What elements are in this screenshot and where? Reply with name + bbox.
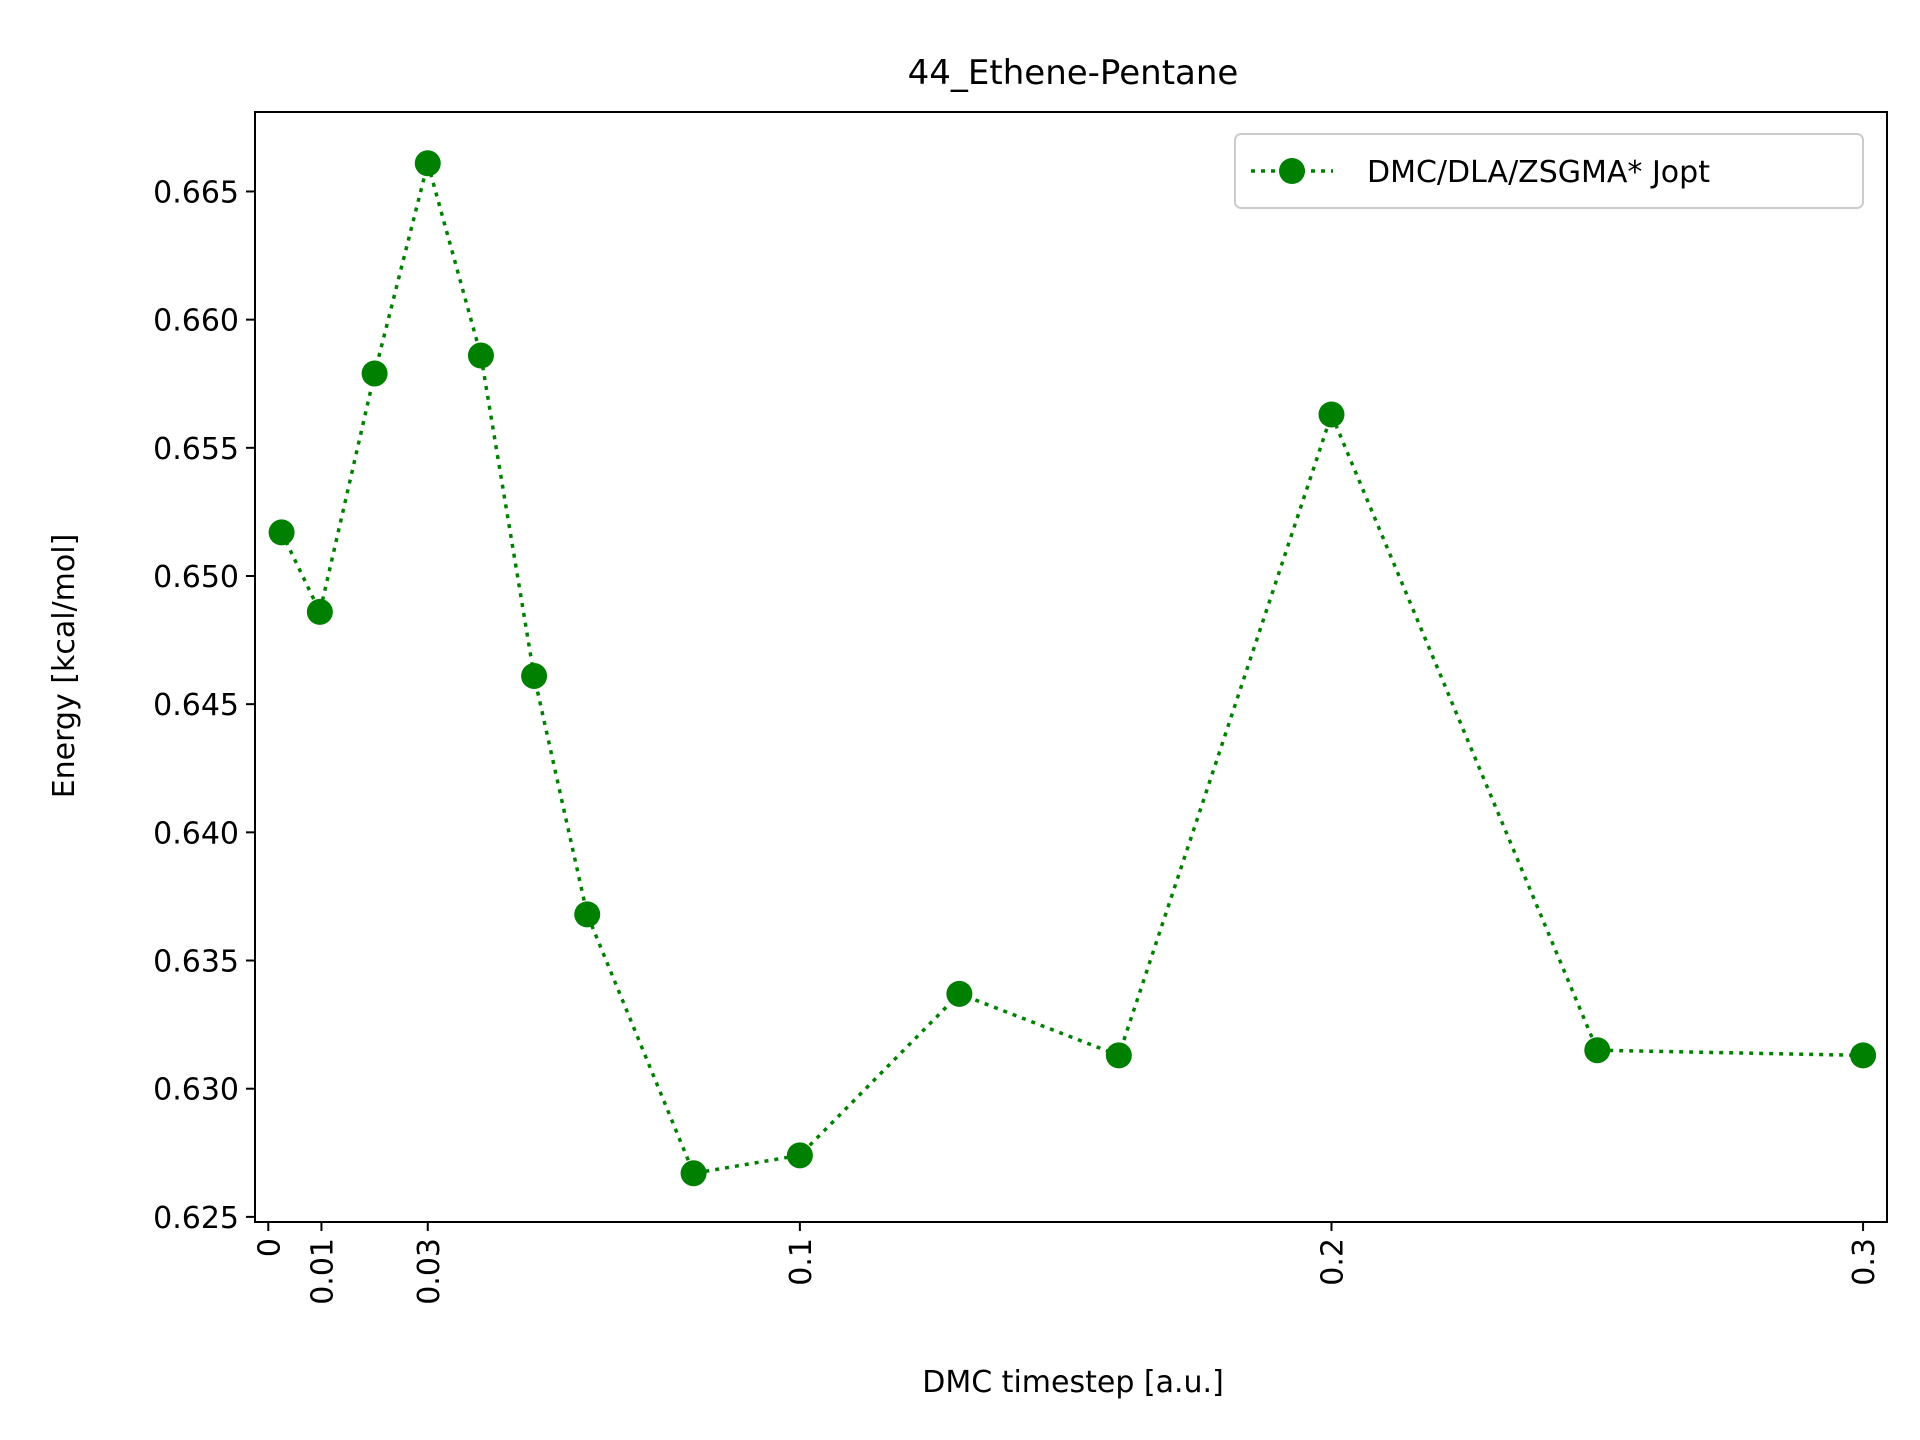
data-point [361, 360, 388, 387]
x-axis-label: DMC timestep [a.u.] [922, 1365, 1224, 1400]
x-tick-label: 0.03 [412, 1238, 447, 1305]
axes: 0.625 0.630 0.635 0.640 0.645 0.650 0.655 0.660… [153, 111, 1888, 1305]
chart-title: 44_Ethene-Pentane [908, 53, 1239, 93]
data-point [946, 980, 973, 1007]
data-point [521, 662, 548, 689]
y-tick-label: 0.650 [153, 560, 239, 595]
data-series [268, 150, 1877, 1187]
y-tick-label: 0.630 [153, 1073, 239, 1108]
x-tick-label: 0.3 [1847, 1238, 1882, 1286]
data-point [574, 901, 601, 928]
series-line [280, 156, 1864, 1176]
data-point [680, 1160, 707, 1187]
data-point [786, 1142, 813, 1169]
y-tick-label: 0.660 [153, 304, 239, 339]
y-tick-label: 0.655 [153, 432, 239, 467]
y-tick-label: 0.635 [153, 945, 239, 980]
legend-box [1234, 133, 1864, 209]
data-point [1584, 1037, 1611, 1064]
data-point [1850, 1042, 1877, 1069]
data-point [414, 150, 441, 177]
data-point [1318, 401, 1345, 428]
data-point [1105, 1042, 1132, 1069]
y-tick-label: 0.665 [153, 175, 239, 210]
x-tick-label: 0 [252, 1238, 287, 1257]
plot-frame [254, 111, 1888, 1223]
data-point [467, 342, 494, 369]
x-tick-label: 0.01 [305, 1238, 340, 1305]
y-tick-label: 0.625 [153, 1201, 239, 1236]
y-tick-label: 0.640 [153, 816, 239, 851]
data-point [268, 519, 295, 546]
y-axis-label: Energy [kcal/mol] [47, 534, 82, 799]
x-tick-label: 0.1 [784, 1238, 819, 1286]
data-point [306, 598, 333, 625]
legend-label: DMC/DLA/ZSGMA* Jopt [1367, 155, 1710, 190]
legend: DMC/DLA/ZSGMA* Jopt [1234, 133, 1864, 209]
x-tick-label: 0.2 [1315, 1238, 1350, 1286]
legend-marker [1279, 158, 1305, 184]
y-tick-label: 0.645 [153, 688, 239, 723]
